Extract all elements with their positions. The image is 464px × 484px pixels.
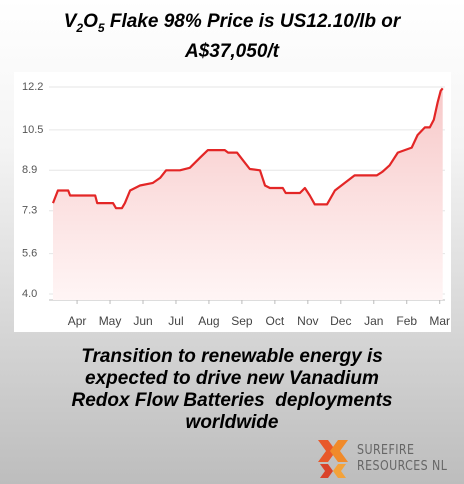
title-line: V2O5 Flake 98% Price is US12.10/lb or [0,10,464,40]
y-tick-label: 10.5 [22,124,43,136]
area [53,88,443,300]
title-sub: 5 [97,20,105,35]
x-tick-label: Apr [68,314,87,328]
title: V2O5 Flake 98% Price is US12.10/lb or A$… [0,10,464,64]
x-tick-label: Jul [168,314,183,328]
y-tick-label: 7.3 [22,205,37,217]
x-tick-label: Mar [429,314,450,328]
y-tick-label: 5.6 [22,248,37,260]
title-line: A$37,050/t [184,40,279,62]
caption-line: Transition to renewable energy is [81,346,383,367]
caption: Transition to renewable energy is expecte… [0,346,464,434]
price-line [51,87,444,210]
x-tick-label: May [99,314,122,328]
y-tick-label: 12.2 [22,81,43,93]
title-sub: 2 [76,20,84,35]
caption-line: Redox Flow Batteries deployments [71,390,393,411]
x-tick-label: Sep [231,314,253,328]
logo-text: SUREFIRE RESOURCES NL [357,443,447,475]
logo-line: RESOURCES NL [357,459,448,474]
caption-line: expected to drive new Vanadium [85,368,379,389]
logo-line: SUREFIRE [357,443,415,458]
caption-line: worldwide [185,412,279,433]
title-part: O [83,11,98,32]
x-tick-label: Nov [297,314,318,328]
x-tick-label: Oct [266,314,285,328]
title-part: V [63,11,77,32]
x-tick-label: Jun [133,314,152,328]
x-tick-label: Jan [364,314,383,328]
x-tick-label: Feb [396,314,417,328]
logo-icon [318,440,348,478]
x-tick-label: Dec [330,314,351,328]
title-part: Flake 98% Price is US12.10/lb or [104,11,401,32]
x-tick-label: Aug [198,314,219,328]
y-tick-label: 8.9 [22,164,37,176]
y-tick-label: 4.0 [22,288,37,300]
